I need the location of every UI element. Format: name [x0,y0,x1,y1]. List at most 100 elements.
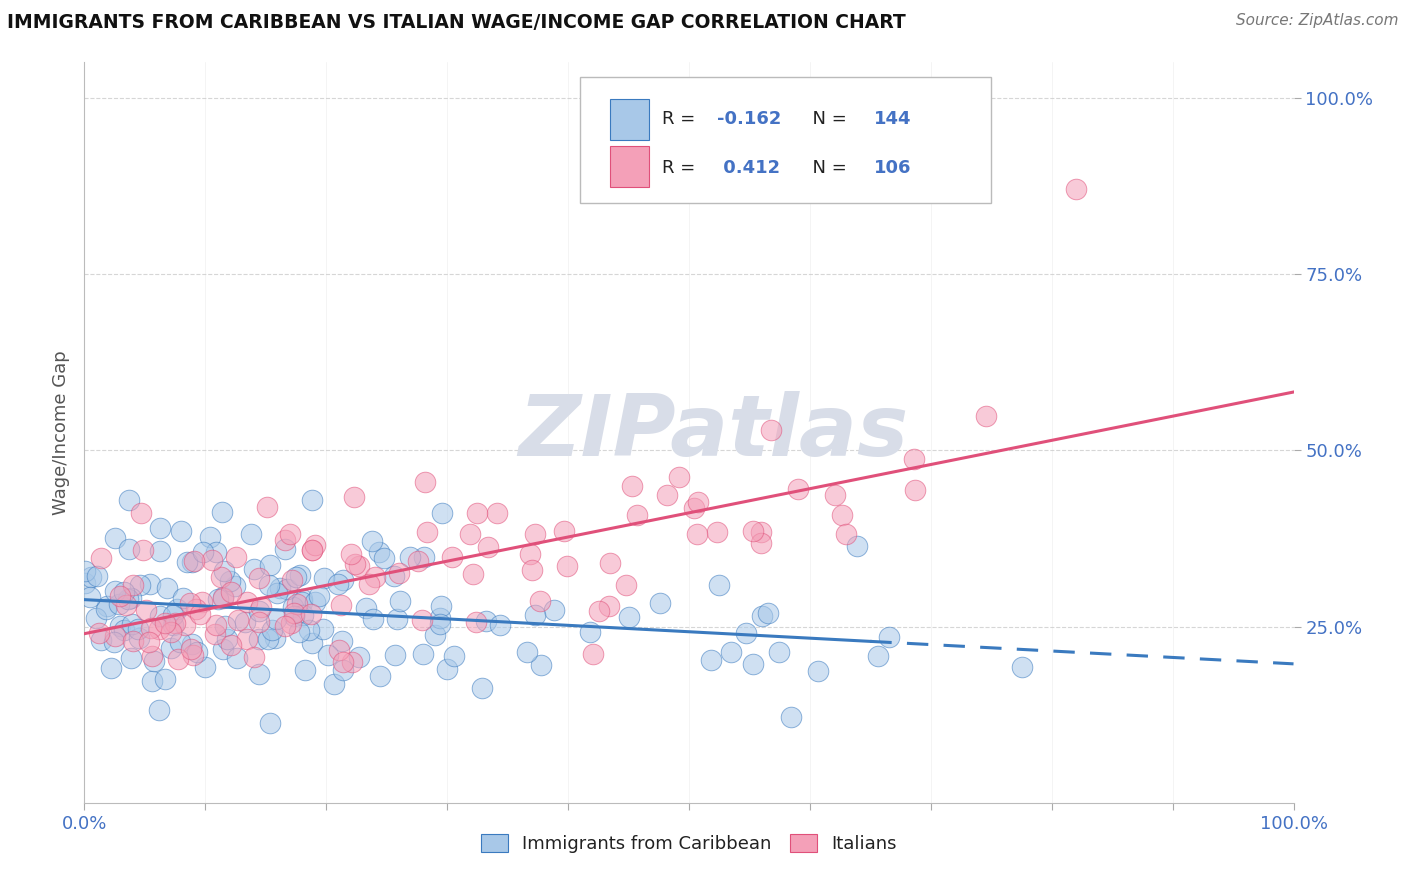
Point [247,632,270,646]
Point [247,667,270,681]
Point [247,571,270,585]
Point [299,607,322,621]
Point [90,550,112,565]
Point [120,591,142,605]
Point [361,534,384,549]
Point [312,623,335,637]
Point [149,521,172,535]
Text: R =: R = [662,159,702,177]
Point [128,631,150,645]
Point [344,557,367,571]
Point [465,615,488,629]
Point [156,581,179,595]
Point [75,575,97,590]
Point [741,524,763,539]
Point [207,592,229,607]
Point [269,582,291,596]
Point [463,567,485,582]
Point [122,634,145,648]
Point [181,648,204,663]
Point [96,602,118,616]
Point [181,555,204,569]
Point [709,577,731,591]
Point [249,599,271,614]
Point [205,617,228,632]
Point [256,500,278,514]
Point [388,566,411,581]
Point [399,550,422,565]
Point [720,645,742,659]
Point [118,492,141,507]
Point [138,576,160,591]
Point [138,635,160,649]
Point [529,594,551,608]
Point [650,596,672,610]
Point [314,571,336,585]
Point [543,603,565,617]
Point [219,585,242,599]
Point [212,564,235,578]
Point [141,621,163,635]
FancyBboxPatch shape [610,146,650,186]
Point [194,660,217,674]
Text: 0.412: 0.412 [717,159,780,177]
Point [80,569,103,583]
Point [121,651,143,665]
Point [211,505,233,519]
Point [406,554,429,568]
Point [96,599,118,613]
Point [84,611,107,625]
Point [172,591,194,605]
Point [779,709,801,723]
Point [835,526,858,541]
Point [364,570,387,584]
Point [149,608,172,623]
Point [283,609,305,624]
Point [292,607,315,622]
Point [273,619,295,633]
Point [166,601,188,615]
Point [347,650,370,665]
Point [233,615,256,630]
Point [519,547,541,561]
Point [824,488,846,502]
Point [655,488,678,502]
Point [260,623,283,637]
Point [741,657,763,671]
Point [141,648,163,663]
Point [107,598,129,612]
Point [160,641,183,656]
Point [368,545,391,559]
Point [110,619,132,633]
Point [486,507,509,521]
Point [440,550,463,565]
Point [751,608,773,623]
Point [86,568,108,582]
Point [412,648,434,662]
Point [103,635,125,649]
Point [132,543,155,558]
Point [153,616,176,631]
Point [579,625,602,640]
Point [225,651,247,665]
Point [257,577,280,591]
Point [877,630,900,644]
Point [516,645,538,659]
Point [280,615,302,630]
Text: R =: R = [662,111,702,128]
Point [142,654,165,668]
Point [112,585,135,599]
Point [176,555,198,569]
Point [162,618,184,632]
Point [121,617,143,632]
Point [117,592,139,607]
Point [247,615,270,629]
Point [288,625,311,640]
Point [112,624,135,638]
Point [191,595,214,609]
Point [465,506,488,520]
Point [347,559,370,574]
Point [582,647,605,661]
Point [179,596,201,610]
Point [259,558,281,573]
